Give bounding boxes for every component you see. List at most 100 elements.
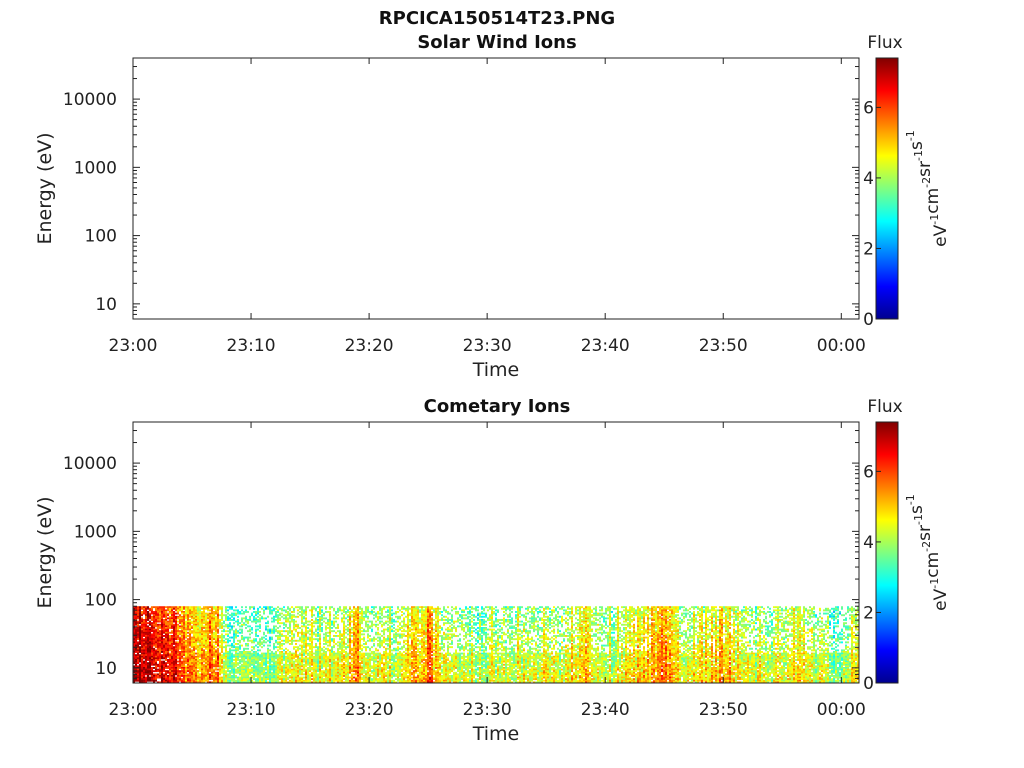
spectrogram-cell xyxy=(245,662,247,665)
spectrogram-cell xyxy=(287,660,289,663)
spectrogram-cell xyxy=(341,647,343,650)
spectrogram-cell xyxy=(193,660,195,663)
spectrogram-cell xyxy=(347,646,349,649)
spectrogram-cell xyxy=(349,623,351,626)
spectrogram-cell xyxy=(241,657,243,660)
spectrogram-cell xyxy=(347,659,349,661)
spectrogram-cell xyxy=(225,655,227,658)
spectrogram-cell xyxy=(389,631,391,634)
spectrogram-cell xyxy=(313,622,315,625)
spectrogram-cell xyxy=(175,678,177,681)
spectrogram-cell xyxy=(215,638,217,641)
spectrogram-cell xyxy=(329,628,331,631)
spectrogram-cell xyxy=(185,625,187,628)
spectrogram-cell xyxy=(149,647,151,650)
spectrogram-cell xyxy=(281,676,283,679)
spectrogram-cell xyxy=(167,627,169,629)
spectrogram-cell xyxy=(209,651,211,653)
spectrogram-cell xyxy=(263,611,265,613)
spectrogram-cell xyxy=(199,663,201,666)
spectrogram-cell xyxy=(319,619,321,621)
spectrogram-cell xyxy=(187,611,189,613)
spectrogram-cell xyxy=(251,606,253,609)
spectrogram-cell xyxy=(187,641,189,644)
spectrogram-cell xyxy=(221,630,223,633)
spectrogram-cell xyxy=(139,612,141,615)
spectrogram-cell xyxy=(165,652,167,655)
spectrogram-cell xyxy=(213,641,215,644)
spectrogram-cell xyxy=(205,641,207,644)
spectrogram-cell xyxy=(317,647,319,650)
spectrogram-cell xyxy=(313,676,315,679)
spectrogram-cell xyxy=(167,620,169,623)
spectrogram-cell xyxy=(205,675,207,677)
spectrogram-cell xyxy=(175,636,177,639)
spectrogram-cell xyxy=(193,663,195,666)
spectrogram-cell xyxy=(339,670,341,673)
spectrogram-cell xyxy=(357,638,359,641)
spectrogram-cell xyxy=(183,643,185,645)
spectrogram-cell xyxy=(135,675,137,677)
spectrogram-cell xyxy=(197,606,199,609)
spectrogram-cell xyxy=(147,667,149,669)
spectrogram-cell xyxy=(211,630,213,633)
spectrogram-cell xyxy=(323,639,325,642)
spectrogram-cell xyxy=(229,644,231,647)
spectrogram-cell xyxy=(335,655,337,658)
spectrogram-cell xyxy=(193,622,195,625)
spectrogram-cell xyxy=(311,623,313,626)
spectrogram-cell xyxy=(193,644,195,647)
spectrogram-cell xyxy=(271,679,273,682)
spectrogram-cell xyxy=(353,659,355,661)
spectrogram-cell xyxy=(305,627,307,629)
spectrogram-cell xyxy=(141,622,143,625)
spectrogram-cell xyxy=(379,671,381,674)
spectrogram-cell xyxy=(183,623,185,626)
spectrogram-cell xyxy=(197,663,199,666)
spectrogram-cell xyxy=(389,615,391,618)
spectrogram-cell xyxy=(375,612,377,615)
spectrogram-cell xyxy=(133,638,135,641)
spectrogram-cell xyxy=(207,628,209,631)
spectrogram-cell xyxy=(375,679,377,682)
spectrogram-cell xyxy=(157,627,159,629)
spectrogram-cell xyxy=(291,665,293,668)
spectrogram-cell xyxy=(151,675,153,677)
spectrogram-cell xyxy=(171,617,173,620)
spectrogram-cell xyxy=(237,663,239,666)
spectrogram-cell xyxy=(319,679,321,682)
spectrogram-cell xyxy=(211,636,213,639)
spectrogram-cell xyxy=(343,627,345,629)
spectrogram-cell xyxy=(241,676,243,679)
spectrogram-cell xyxy=(319,671,321,674)
spectrogram-cell xyxy=(143,633,145,636)
spectrogram-cell xyxy=(201,657,203,660)
spectrogram-cell xyxy=(327,657,329,660)
spectrogram-cell xyxy=(317,628,319,631)
spectrogram-cell xyxy=(287,627,289,629)
spectrogram-cell xyxy=(369,668,371,671)
spectrogram-cell xyxy=(319,681,321,684)
spectrogram-cell xyxy=(187,655,189,658)
spectrogram-cell xyxy=(303,625,305,628)
spectrogram-cell xyxy=(261,676,263,679)
spectrogram-cell xyxy=(213,668,215,671)
spectrogram-cell xyxy=(153,623,155,626)
spectrogram-cell xyxy=(161,623,163,626)
spectrogram-cell xyxy=(173,657,175,660)
spectrogram-cell xyxy=(369,611,371,613)
spectrogram-cell xyxy=(257,646,259,649)
spectrogram-cell xyxy=(349,643,351,645)
spectrogram-cell xyxy=(277,614,279,617)
spectrogram-cell xyxy=(207,638,209,641)
spectrogram-cell xyxy=(235,657,237,660)
spectrogram-cell xyxy=(269,679,271,682)
spectrogram-cell xyxy=(301,671,303,674)
spectrogram-cell xyxy=(293,625,295,628)
spectrogram-cell xyxy=(147,615,149,618)
spectrogram-cell xyxy=(273,670,275,673)
spectrogram-cell xyxy=(385,673,387,676)
spectrogram-cell xyxy=(331,639,333,642)
spectrogram-cell xyxy=(271,636,273,639)
spectrogram-cell xyxy=(251,641,253,644)
